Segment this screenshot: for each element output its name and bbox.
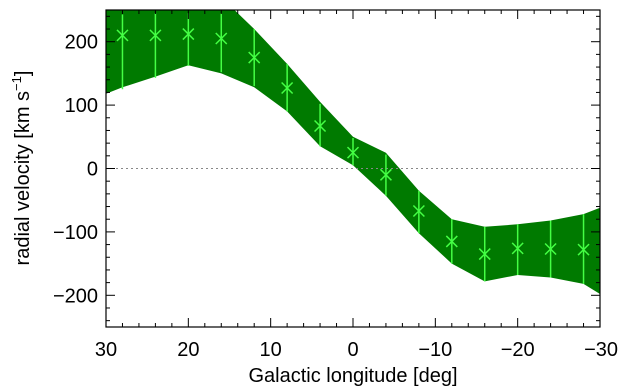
point-marker-stroke	[346, 146, 360, 159]
point-marker-stroke	[314, 119, 327, 133]
point-marker-stroke	[511, 242, 524, 255]
point-marker-stroke	[379, 168, 392, 181]
y-tick-label: −200	[53, 285, 98, 307]
data-point	[215, 13, 228, 73]
x-tick-label: −10	[418, 339, 452, 361]
data-point	[577, 214, 590, 284]
data-point	[149, 13, 162, 78]
x-tick-label: 20	[177, 339, 199, 361]
data-point	[182, 13, 195, 66]
y-tick-label: 200	[65, 32, 98, 54]
data-points-layer	[116, 13, 590, 284]
x-tick-label: −30	[584, 339, 618, 361]
point-marker-stroke	[182, 28, 195, 41]
x-axis-label: Galactic longitude [deg]	[248, 365, 457, 387]
y-axis-label: radial velocity [km s−1]	[9, 71, 34, 266]
point-marker-stroke	[544, 242, 557, 256]
y-axis-label-superscript: −1	[9, 76, 24, 91]
tick-marks-layer	[105, 10, 601, 327]
y-axis-label-close: ]	[12, 71, 34, 77]
x-tick-label: 10	[260, 339, 282, 361]
data-point	[544, 220, 557, 278]
point-marker-stroke	[215, 32, 228, 45]
y-tick-label: −100	[53, 222, 98, 244]
x-tick-label: −20	[501, 339, 535, 361]
point-marker-stroke	[445, 235, 458, 248]
data-point	[248, 29, 261, 87]
data-point	[379, 154, 392, 196]
point-marker-stroke	[412, 204, 425, 218]
y-axis-label-main: radial velocity [km s	[12, 91, 34, 266]
x-tick-label: 30	[95, 339, 117, 361]
y-tick-label: 100	[65, 95, 98, 117]
point-marker-stroke	[478, 248, 491, 261]
data-point	[346, 138, 360, 166]
data-point	[116, 14, 129, 90]
y-tick-label: 0	[87, 159, 98, 181]
point-marker-stroke	[149, 29, 162, 42]
data-point	[511, 224, 524, 276]
x-tick-label: 0	[347, 339, 358, 361]
data-point	[412, 190, 425, 234]
data-point	[478, 226, 491, 282]
point-marker-stroke	[248, 51, 261, 64]
point-marker-stroke	[116, 29, 129, 42]
point-marker-stroke	[577, 243, 590, 256]
data-point	[445, 219, 458, 264]
point-marker-stroke	[281, 81, 294, 95]
data-point	[314, 103, 327, 147]
data-point	[281, 63, 294, 112]
